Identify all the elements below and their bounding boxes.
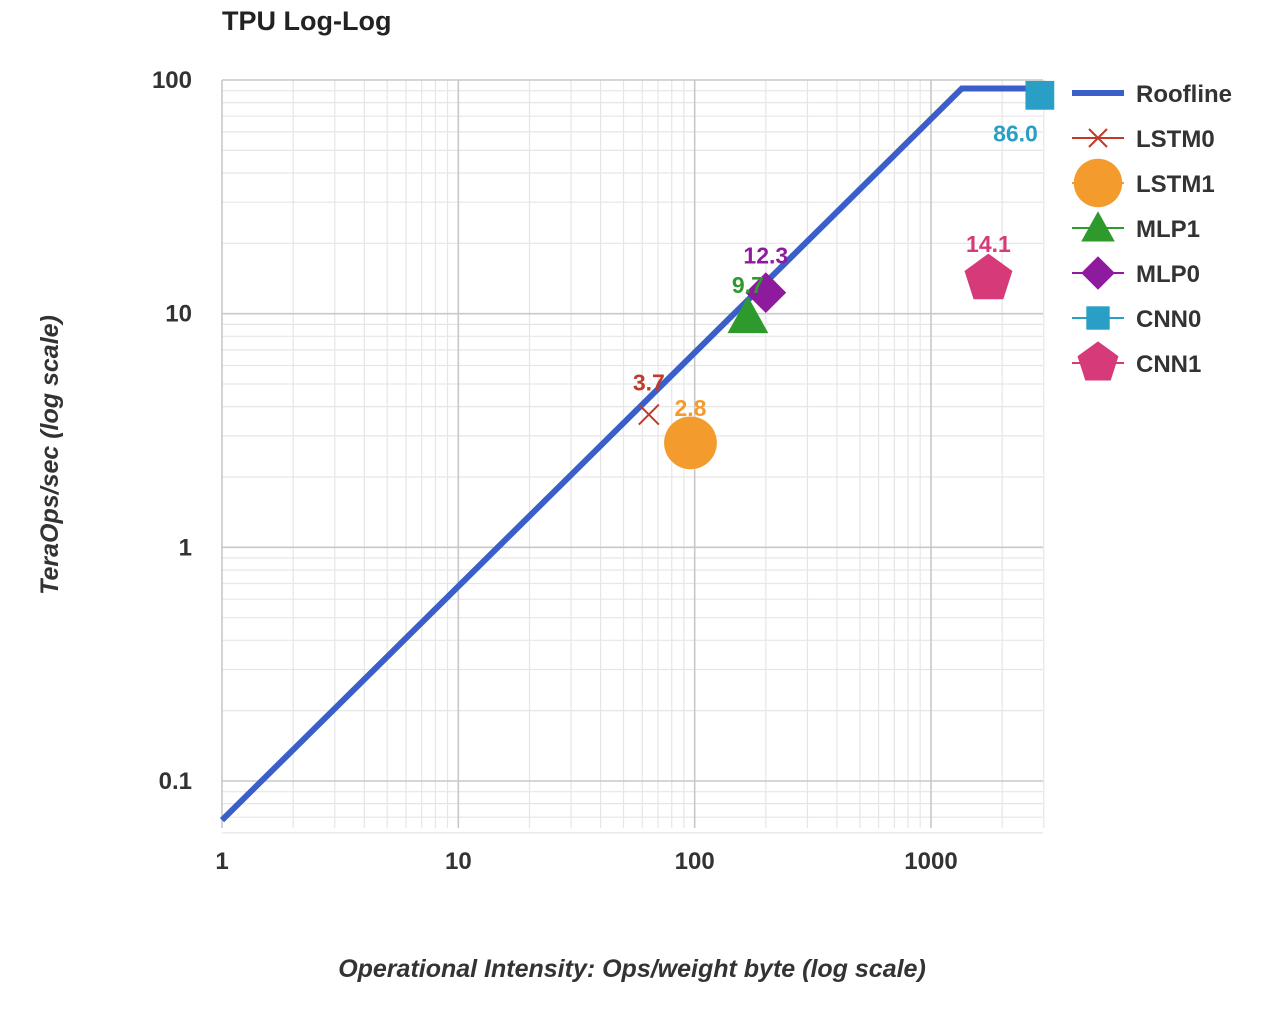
legend-item-lstm0: LSTM0 (1072, 126, 1215, 153)
roofline-line (219, 85, 1037, 823)
mlp1-point (727, 296, 769, 334)
legend-item-lstm1: LSTM1 (1072, 158, 1215, 208)
legend-item-mlp0: MLP0 (1072, 256, 1200, 290)
data-labels: 3.7 2.8 9.7 12.3 86.0 14.1 (633, 120, 1038, 421)
legend-label-lstm1: LSTM1 (1136, 171, 1215, 198)
lstm1-data-label: 2.8 (674, 395, 706, 421)
y-axis-label: TeraOps/sec (log scale) (36, 315, 64, 595)
legend-label-roofline: Roofline (1136, 81, 1232, 108)
legend-label-cnn1: CNN1 (1136, 351, 1201, 378)
legend-label-cnn0: CNN0 (1136, 306, 1201, 333)
x-tick-label: 10 (445, 848, 472, 875)
y-tick-label: 1 (179, 534, 192, 561)
x-tick-label: 1 (215, 848, 228, 875)
grid (221, 79, 1045, 834)
legend-label-mlp1: MLP1 (1136, 216, 1200, 243)
mlp0-data-label: 12.3 (743, 243, 788, 269)
x-axis-label: Operational Intensity: Ops/weight byte (… (338, 955, 926, 983)
lstm0-point (638, 403, 660, 426)
legend-marker-mlp0 (1081, 256, 1115, 290)
cnn1-point (964, 253, 1013, 300)
legend-marker-lstm1 (1073, 158, 1123, 208)
x-tick-label: 1000 (904, 848, 957, 875)
legend-item-cnn0: CNN0 (1072, 306, 1201, 333)
legend-marker-lstm0 (1088, 128, 1108, 148)
plot-series (219, 80, 1055, 823)
chart-title: TPU Log-Log (222, 6, 391, 36)
cnn0-point (1025, 80, 1055, 110)
mlp1-data-label: 9.7 (732, 272, 764, 298)
legend-marker-mlp1 (1081, 211, 1115, 242)
legend-item-cnn1: CNN1 (1072, 341, 1201, 381)
lstm1-point (664, 416, 717, 470)
y-tick-label: 0.1 (159, 768, 192, 795)
legend-label-lstm0: LSTM0 (1136, 126, 1215, 153)
y-tick-label: 100 (152, 67, 192, 94)
legend-marker-cnn1 (1077, 341, 1119, 381)
legend-marker-lstm0-stroke (1088, 128, 1108, 148)
cnn1-data-label: 14.1 (966, 231, 1011, 257)
cnn0-data-label: 86.0 (993, 120, 1038, 146)
mlp0-point (745, 272, 787, 314)
legend-label-mlp0: MLP0 (1136, 261, 1200, 288)
x-tick-label: 100 (675, 848, 715, 875)
legend-item-roofline: Roofline (1072, 81, 1232, 108)
legend-marker-cnn0 (1086, 306, 1110, 330)
y-tick-label: 10 (165, 301, 192, 328)
lstm0-point-stroke (638, 403, 660, 426)
lstm0-data-label: 3.7 (633, 370, 665, 396)
axes: 1 10 100 1000 0.1 1 10 100 (152, 67, 958, 875)
legend: Roofline LSTM0 LSTM1 MLP1 MLP0 CNN0 CNN1 (1072, 81, 1232, 381)
legend-item-mlp1: MLP1 (1072, 211, 1200, 243)
